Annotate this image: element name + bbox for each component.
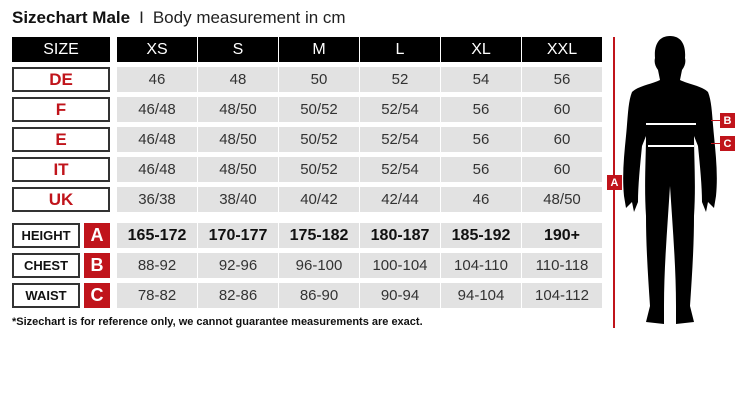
measurement-label: WAIST	[12, 283, 80, 308]
measurement-cell: 104-112	[522, 283, 602, 308]
size-column-header: XXL	[522, 37, 602, 62]
size-cell: 50/52	[279, 157, 359, 182]
man-silhouette-icon	[623, 36, 717, 324]
size-cell: 46/48	[117, 97, 197, 122]
size-column-header: XL	[441, 37, 521, 62]
size-column-header: S	[198, 37, 278, 62]
measurement-cell: 104-110	[441, 253, 521, 278]
waist-line	[711, 143, 720, 144]
page-title: Sizechart Male I Body measurement in cm	[12, 8, 346, 28]
size-cell: 42/44	[360, 187, 440, 212]
size-column-header: M	[279, 37, 359, 62]
measurement-cell: 86-90	[279, 283, 359, 308]
size-cell: 48/50	[198, 157, 278, 182]
size-system-label: UK	[12, 187, 110, 212]
waist-marker: C	[720, 136, 735, 151]
size-cell: 52/54	[360, 127, 440, 152]
measurement-badge: A	[84, 223, 110, 248]
size-cell: 48/50	[522, 187, 602, 212]
measurement-cell: 100-104	[360, 253, 440, 278]
measurement-label: CHEST	[12, 253, 80, 278]
size-cell: 46/48	[117, 157, 197, 182]
chest-marker: B	[720, 113, 735, 128]
size-cell: 60	[522, 97, 602, 122]
size-column-header: XS	[117, 37, 197, 62]
chest-line	[711, 120, 720, 121]
size-system-label: F	[12, 97, 110, 122]
size-system-label: E	[12, 127, 110, 152]
measurement-cell: 92-96	[198, 253, 278, 278]
size-cell: 54	[441, 67, 521, 92]
size-cell: 56	[441, 97, 521, 122]
size-cell: 46/48	[117, 127, 197, 152]
size-cell: 46	[117, 67, 197, 92]
size-cell: 50/52	[279, 127, 359, 152]
size-cell: 56	[441, 127, 521, 152]
size-system-label: DE	[12, 67, 110, 92]
measurement-cell: 94-104	[441, 283, 521, 308]
size-cell: 56	[522, 67, 602, 92]
size-cell: 48/50	[198, 127, 278, 152]
title-subtitle: Body measurement in cm	[152, 8, 346, 27]
title-bold: Sizechart Male	[12, 8, 131, 27]
measurement-cell: 96-100	[279, 253, 359, 278]
measurement-cell: 190+	[522, 223, 602, 248]
size-cell: 50/52	[279, 97, 359, 122]
title-separator: I	[139, 8, 144, 27]
size-cell: 52/54	[360, 97, 440, 122]
measurement-cell: 110-118	[522, 253, 602, 278]
size-cell: 56	[441, 157, 521, 182]
size-system-label: IT	[12, 157, 110, 182]
measurement-cell: 78-82	[117, 283, 197, 308]
measurement-label: HEIGHT	[12, 223, 80, 248]
size-cell: 38/40	[198, 187, 278, 212]
measurement-cell: 90-94	[360, 283, 440, 308]
size-header: SIZE	[12, 37, 110, 62]
size-cell: 36/38	[117, 187, 197, 212]
size-cell: 48	[198, 67, 278, 92]
size-cell: 60	[522, 157, 602, 182]
measurement-cell: 175-182	[279, 223, 359, 248]
measurement-cell: 88-92	[117, 253, 197, 278]
footnote: *Sizechart is for reference only, we can…	[12, 316, 423, 328]
measurement-badge: C	[84, 283, 110, 308]
size-cell: 48/50	[198, 97, 278, 122]
size-cell: 52/54	[360, 157, 440, 182]
measurement-badge: B	[84, 253, 110, 278]
size-cell: 60	[522, 127, 602, 152]
measurement-cell: 165-172	[117, 223, 197, 248]
size-cell: 46	[441, 187, 521, 212]
size-cell: 50	[279, 67, 359, 92]
measurement-cell: 82-86	[198, 283, 278, 308]
size-cell: 40/42	[279, 187, 359, 212]
measurement-cell: 170-177	[198, 223, 278, 248]
height-marker: A	[607, 175, 622, 190]
size-column-header: L	[360, 37, 440, 62]
size-cell: 52	[360, 67, 440, 92]
measurement-cell: 180-187	[360, 223, 440, 248]
measurement-cell: 185-192	[441, 223, 521, 248]
